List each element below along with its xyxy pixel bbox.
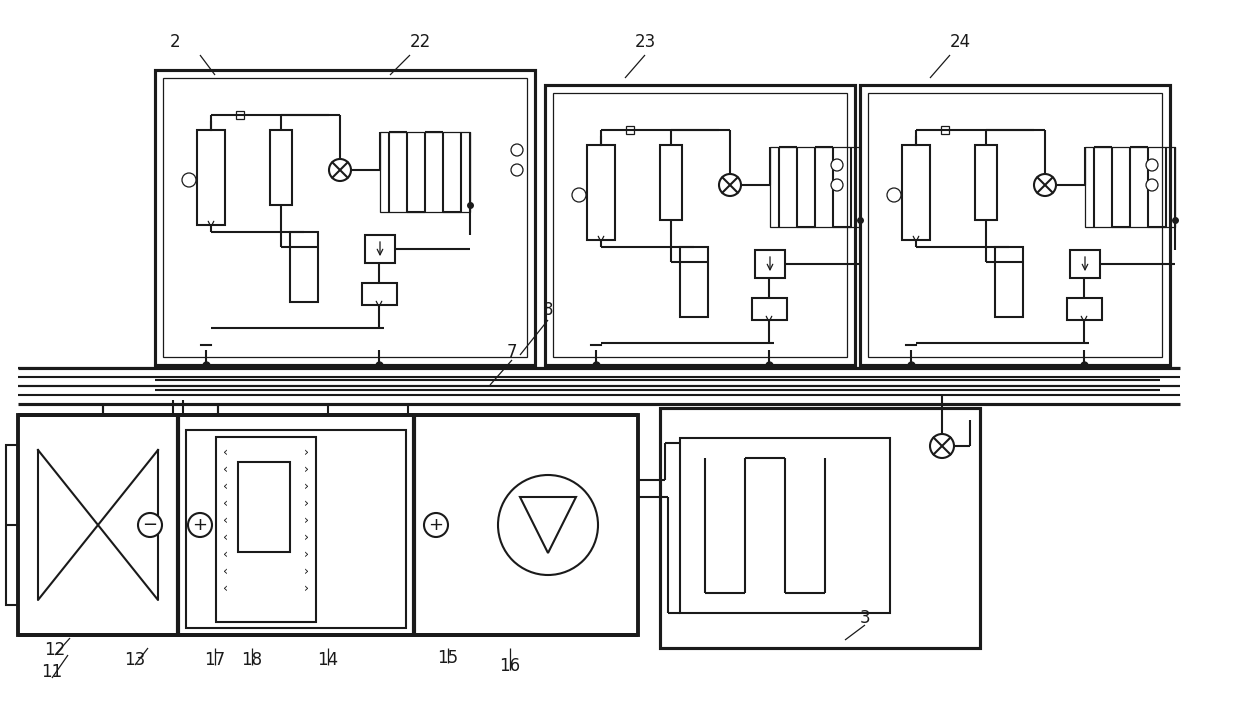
Text: ‹: ‹ — [223, 582, 228, 595]
Text: 12: 12 — [45, 641, 66, 659]
Text: 22: 22 — [409, 33, 430, 51]
Text: ›: › — [304, 446, 309, 458]
Circle shape — [831, 159, 843, 171]
Text: ‹: ‹ — [223, 480, 228, 493]
Circle shape — [424, 513, 448, 537]
Circle shape — [1146, 179, 1158, 191]
Text: ›: › — [304, 530, 309, 543]
Text: 11: 11 — [41, 663, 63, 681]
Bar — [553, 93, 847, 357]
Text: ‹: ‹ — [223, 565, 228, 578]
Text: 3: 3 — [859, 609, 870, 627]
Circle shape — [831, 179, 843, 191]
Text: 7: 7 — [507, 343, 517, 361]
Text: ›: › — [304, 582, 309, 595]
Circle shape — [572, 188, 587, 202]
Text: ›: › — [304, 565, 309, 578]
Circle shape — [511, 144, 523, 156]
Bar — [238, 462, 290, 552]
Bar — [975, 145, 997, 220]
Text: ‹: ‹ — [223, 496, 228, 510]
Bar — [546, 85, 856, 365]
Circle shape — [138, 513, 162, 537]
Bar — [1066, 298, 1102, 320]
Circle shape — [1146, 159, 1158, 171]
Bar — [362, 283, 397, 305]
Circle shape — [182, 173, 196, 187]
Bar — [680, 247, 708, 317]
Text: ‹: ‹ — [223, 463, 228, 476]
Circle shape — [511, 164, 523, 176]
Text: −: − — [143, 516, 157, 534]
Text: 17: 17 — [205, 651, 226, 669]
Text: 14: 14 — [317, 651, 339, 669]
Text: ‹: ‹ — [223, 513, 228, 526]
Bar — [290, 232, 317, 302]
Bar — [1070, 250, 1100, 278]
Bar — [1085, 147, 1176, 227]
Text: 2: 2 — [170, 33, 180, 51]
Bar — [660, 408, 980, 648]
Bar — [186, 430, 405, 628]
Text: 13: 13 — [124, 651, 145, 669]
Polygon shape — [38, 450, 98, 600]
Text: ›: › — [304, 480, 309, 493]
Bar — [660, 145, 682, 220]
Text: ›: › — [304, 496, 309, 510]
Bar — [6, 445, 19, 605]
Bar — [197, 130, 224, 225]
Bar — [751, 298, 787, 320]
Text: 24: 24 — [950, 33, 971, 51]
Bar — [901, 145, 930, 240]
Bar — [379, 132, 470, 212]
Circle shape — [719, 174, 742, 196]
Bar — [626, 126, 634, 134]
Bar — [236, 111, 244, 119]
Bar — [994, 247, 1023, 317]
Circle shape — [329, 159, 351, 181]
Text: 23: 23 — [635, 33, 656, 51]
Text: ‹: ‹ — [223, 446, 228, 458]
Circle shape — [1034, 174, 1056, 196]
Bar — [861, 85, 1171, 365]
Bar — [587, 145, 615, 240]
Text: 16: 16 — [500, 657, 521, 675]
Text: 15: 15 — [438, 649, 459, 667]
Text: 18: 18 — [242, 651, 263, 669]
Bar — [155, 70, 534, 365]
Bar — [365, 235, 396, 263]
Text: ›: › — [304, 548, 309, 560]
Bar — [19, 415, 639, 635]
Text: ›: › — [304, 463, 309, 476]
Circle shape — [498, 475, 598, 575]
Circle shape — [930, 434, 954, 458]
Bar — [868, 93, 1162, 357]
Text: ‹: ‹ — [223, 530, 228, 543]
Text: ›: › — [304, 513, 309, 526]
Circle shape — [188, 513, 212, 537]
Text: +: + — [192, 516, 207, 534]
Bar — [770, 147, 861, 227]
Bar — [941, 126, 949, 134]
Bar — [680, 438, 890, 613]
Text: +: + — [429, 516, 444, 534]
Text: 8: 8 — [543, 301, 553, 319]
Polygon shape — [98, 450, 157, 600]
Bar — [216, 437, 316, 622]
Bar — [270, 130, 291, 205]
Bar — [755, 250, 785, 278]
Circle shape — [887, 188, 901, 202]
Bar — [162, 78, 527, 357]
Text: ‹: ‹ — [223, 548, 228, 560]
